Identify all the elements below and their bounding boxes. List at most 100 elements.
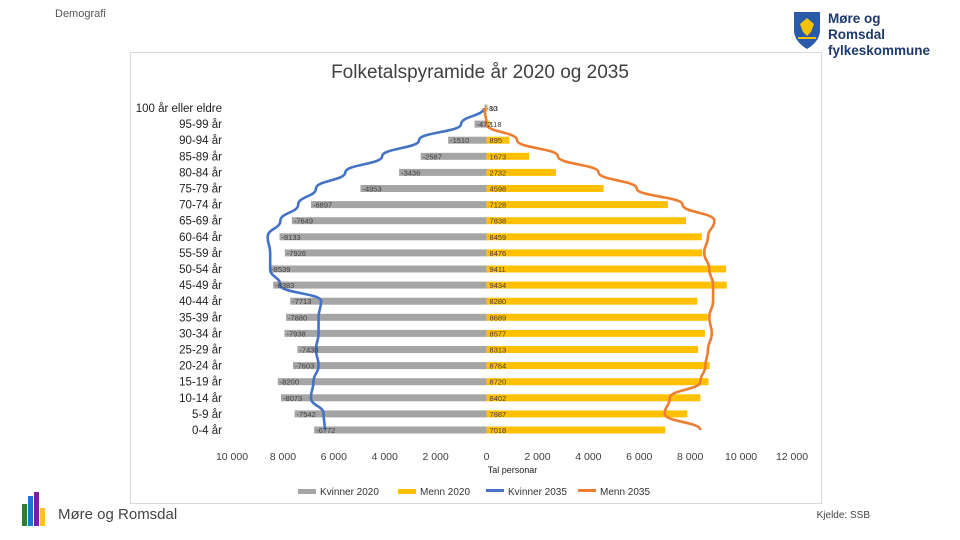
data-label-menn-2020: 13	[490, 104, 498, 113]
legend-label-kvinner-2020: Kvinner 2020	[320, 487, 379, 498]
bar-kvinner-2020	[290, 297, 487, 305]
data-label-menn-2020: 8280	[490, 297, 507, 306]
bar-menn-2020	[486, 297, 698, 305]
category-label: 100 år eller eldre	[136, 103, 222, 115]
x-tick-label: 4 000	[575, 451, 601, 463]
category-label: 95-99 år	[179, 119, 222, 131]
bar-kvinner-2020	[297, 346, 487, 353]
legend-swatch-menn-2020	[398, 489, 416, 494]
data-label-kvinner-2020: -6897	[313, 201, 332, 210]
bar-menn-2020	[486, 136, 510, 144]
data-label-kvinner-2020: -8200	[280, 378, 299, 387]
legend-label-menn-2035: Menn 2035	[600, 487, 650, 498]
bar-kvinner-2020	[269, 265, 487, 273]
data-label-kvinner-2020: -2587	[423, 152, 442, 161]
data-label-kvinner-2020: -3436	[401, 168, 420, 177]
x-tick-label: 6 000	[321, 451, 347, 463]
bar-kvinner-2020	[281, 394, 487, 402]
section-title: Demografi	[55, 8, 106, 20]
bar-kvinner-2020	[277, 378, 487, 386]
data-label-kvinner-2020: -7430	[299, 346, 318, 355]
bar-kvinner-2020	[474, 120, 487, 128]
data-label-menn-2020: 7128	[490, 201, 507, 210]
category-label: 85-89 år	[179, 151, 222, 163]
legend-swatch-kvinner-2020	[298, 489, 316, 494]
category-label: 20-24 år	[179, 361, 222, 373]
bar-menn-2020	[486, 362, 710, 370]
data-label-menn-2020: 8459	[490, 233, 507, 242]
bar-menn-2020	[486, 120, 490, 128]
x-tick-label: 2 000	[422, 451, 448, 463]
bar-menn-2020	[486, 329, 705, 337]
data-label-kvinner-2020: -7542	[297, 410, 316, 419]
bar-menn-2020	[486, 217, 687, 225]
x-tick-label: 0	[484, 451, 490, 463]
chart-frame	[130, 52, 822, 504]
data-label-menn-2020: 118	[490, 120, 502, 129]
bar-menn-2020	[486, 168, 557, 176]
bar-kvinner-2020	[285, 313, 487, 321]
bar-menn-2020	[486, 394, 701, 402]
bar-menn-2020	[486, 233, 702, 241]
x-axis-title: Tal personar	[488, 465, 538, 475]
line-menn-2035	[483, 107, 716, 431]
x-tick-label: 4 000	[372, 451, 398, 463]
data-label-menn-2020: 1673	[490, 152, 507, 161]
bar-kvinner-2020	[284, 249, 487, 257]
data-label-menn-2020: 8402	[490, 394, 507, 403]
category-label: 60-64 år	[179, 232, 222, 244]
bar-kvinner-2020	[314, 426, 487, 434]
bar-menn-2020	[486, 249, 703, 257]
county-logo: Møre og Romsdal fylkeskommune	[792, 10, 932, 58]
x-tick-label: 6 000	[626, 451, 652, 463]
coat-of-arms-icon	[794, 12, 820, 49]
category-label: 75-79 år	[179, 184, 222, 196]
data-label-menn-2020: 4598	[490, 185, 507, 194]
x-tick-label: 8 000	[677, 451, 703, 463]
data-label-menn-2020: 895	[490, 136, 503, 145]
chart-title: Folketalspyramide år 2020 og 2035	[331, 62, 629, 83]
data-label-kvinner-2020: -6772	[316, 426, 335, 435]
bar-kvinner-2020	[273, 281, 487, 289]
category-label: 10-14 år	[179, 393, 222, 405]
data-label-kvinner-2020: -80	[487, 104, 498, 113]
bar-menn-2020	[486, 265, 727, 273]
data-label-menn-2020: 9434	[490, 281, 507, 290]
bar-kvinner-2020	[293, 362, 487, 370]
data-label-kvinner-2020: -4953	[362, 185, 381, 194]
bar-menn-2020	[486, 281, 727, 289]
x-tick-label: 10 000	[725, 451, 757, 463]
data-label-menn-2020: 8577	[490, 329, 507, 338]
bar-kvinner-2020	[448, 136, 487, 144]
legend-label-menn-2020: Menn 2020	[420, 487, 470, 498]
data-label-kvinner-2020: -472	[477, 120, 492, 129]
category-label: 40-44 år	[179, 296, 222, 308]
category-label: 70-74 år	[179, 200, 222, 212]
data-label-kvinner-2020: -1510	[450, 136, 469, 145]
data-label-menn-2020: 2732	[490, 168, 507, 177]
bar-kvinner-2020	[399, 168, 487, 176]
data-label-kvinner-2020: -7713	[292, 297, 311, 306]
data-label-kvinner-2020: -7649	[294, 217, 313, 226]
data-label-kvinner-2020: -7926	[287, 249, 306, 258]
data-label-kvinner-2020: -7603	[295, 362, 314, 371]
bar-kvinner-2020	[420, 152, 487, 160]
data-label-menn-2020: 7887	[490, 410, 507, 419]
bar-kvinner-2020	[284, 329, 487, 337]
data-label-menn-2020: 8764	[490, 362, 507, 371]
bar-menn-2020	[486, 201, 668, 209]
legend-swatch-kvinner-2035	[486, 489, 504, 492]
x-tick-label: 8 000	[270, 451, 296, 463]
category-label: 35-39 år	[179, 312, 222, 324]
bar-menn-2020	[486, 378, 709, 386]
bar-kvinner-2020	[279, 233, 487, 241]
bar-kvinner-2020	[291, 217, 487, 225]
data-label-kvinner-2020: -8133	[282, 233, 301, 242]
category-label: 90-94 år	[179, 135, 222, 147]
footer-brand: Møre og Romsdal	[58, 506, 178, 523]
data-label-menn-2020: 8720	[490, 378, 507, 387]
data-label-menn-2020: 8476	[490, 249, 507, 258]
category-label: 55-59 år	[179, 248, 222, 260]
bar-kvinner-2020	[310, 201, 487, 209]
